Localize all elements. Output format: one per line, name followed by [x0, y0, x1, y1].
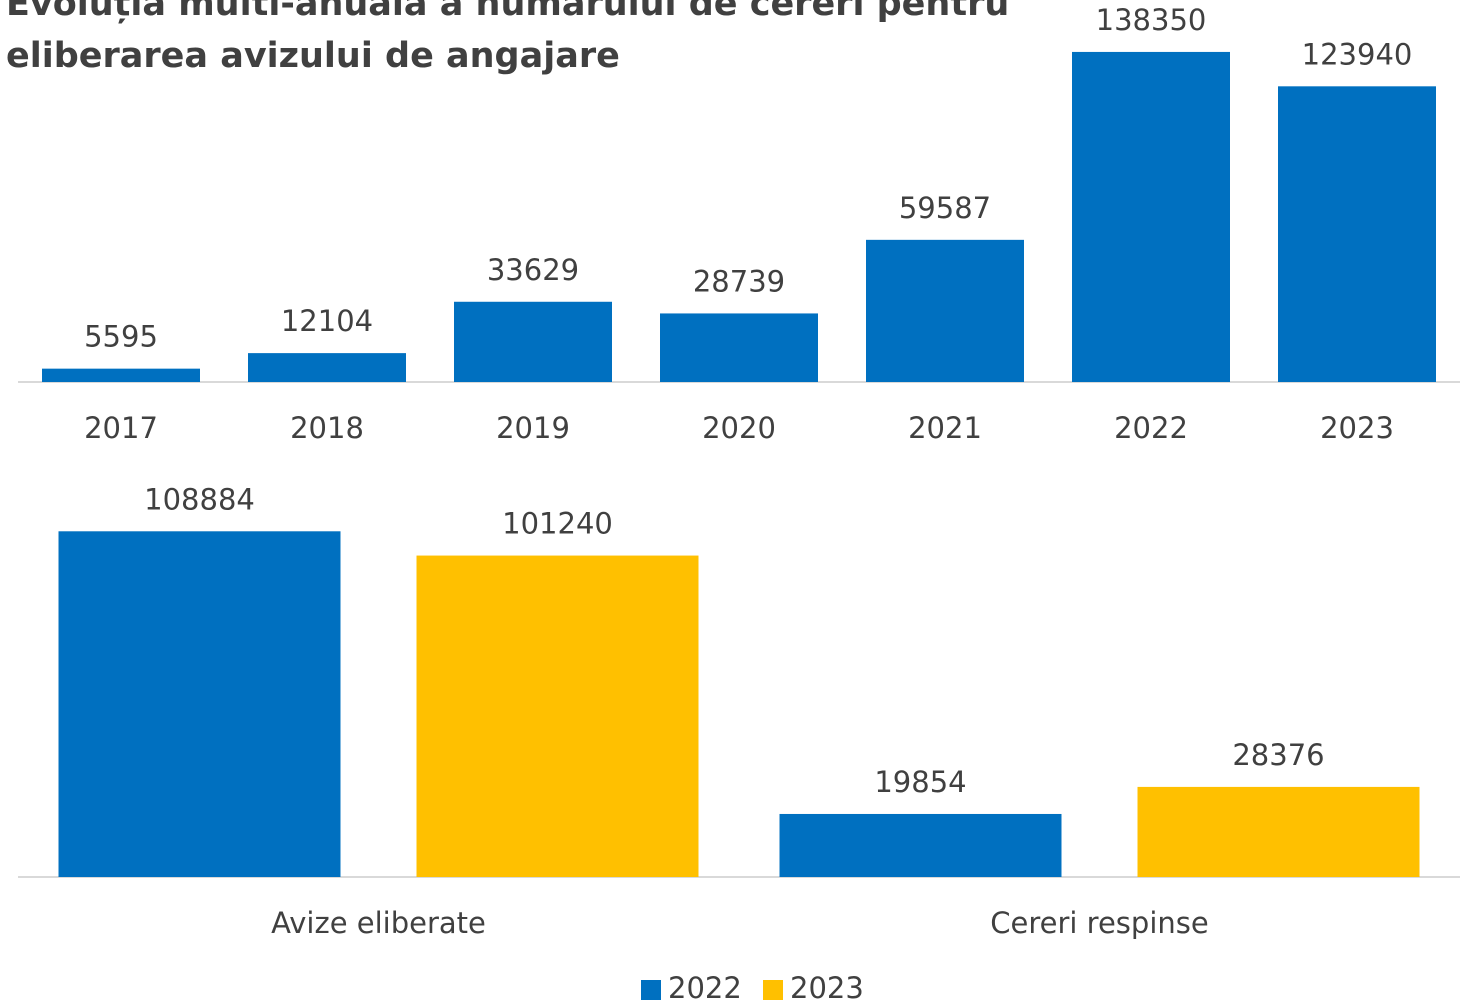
- data-label: 101240: [502, 507, 613, 541]
- data-label: 5595: [84, 320, 158, 354]
- x-tick-label: 2017: [84, 411, 158, 445]
- data-label: 19854: [874, 765, 966, 799]
- bar: [1137, 786, 1420, 877]
- x-tick-label: 2022: [1114, 411, 1188, 445]
- data-label: 28376: [1232, 738, 1324, 772]
- bar: [1072, 51, 1230, 382]
- bar: [248, 353, 406, 382]
- bar: [454, 301, 612, 382]
- bar: [779, 813, 1062, 877]
- x-tick-label: Avize eliberate: [271, 906, 486, 940]
- legend-label: 2023: [790, 971, 864, 1005]
- data-label: 28739: [693, 264, 785, 298]
- bar: [1278, 86, 1436, 382]
- bar: [416, 555, 699, 877]
- x-tick-label: 2019: [496, 411, 570, 445]
- x-tick-label: 2021: [908, 411, 982, 445]
- legend-swatch: [763, 980, 783, 1000]
- data-label: 12104: [281, 304, 373, 338]
- bar: [58, 531, 341, 877]
- data-label: 59587: [899, 191, 991, 225]
- data-label: 108884: [144, 482, 255, 516]
- x-tick-label: Cereri respinse: [990, 906, 1208, 940]
- x-tick-label: 2018: [290, 411, 364, 445]
- x-tick-label: 2020: [702, 411, 776, 445]
- data-label: 138350: [1096, 3, 1207, 37]
- bar: [42, 368, 200, 382]
- data-label: 123940: [1302, 37, 1413, 71]
- bar: [660, 313, 818, 382]
- x-tick-label: 2023: [1320, 411, 1394, 445]
- chart-title: Evoluția multi-anuală a numărului de cer…: [6, 0, 1010, 76]
- legend-label: 2022: [668, 971, 742, 1005]
- data-label: 33629: [487, 253, 579, 287]
- legend-swatch: [641, 980, 661, 1000]
- bar: [866, 239, 1024, 382]
